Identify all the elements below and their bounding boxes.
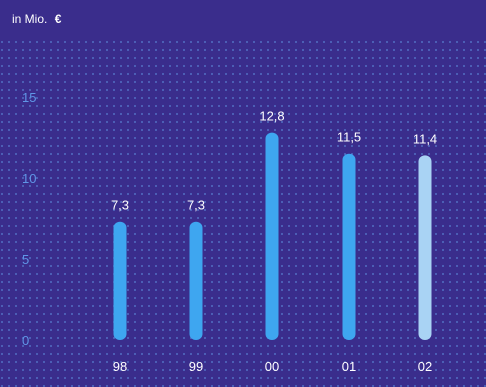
x-tick-label: 98 [113,359,127,374]
unit-label: in Mio. € [12,12,62,26]
y-tick-label: 15 [22,90,36,105]
x-tick-label: 01 [342,359,356,374]
bars [113,132,432,340]
bar [342,153,356,340]
bar [113,221,127,340]
euro-symbol: € [55,12,62,26]
x-tick-label: 02 [418,359,432,374]
bar [265,132,279,340]
bar-value-label: 7,3 [111,198,129,213]
x-tick-label: 99 [189,359,203,374]
value-labels: 7,3 7,3 12,8 11,5 11,4 [111,109,437,213]
y-tick-label: 5 [22,252,29,267]
bar-value-label: 11,5 [337,130,361,145]
bar-value-label: 7,3 [187,198,205,213]
y-tick-label: 10 [22,171,36,186]
bar-value-label: 12,8 [259,109,284,124]
x-axis-labels: 98 99 00 01 02 [113,359,432,374]
unit-label-prefix: in Mio. [12,12,47,26]
x-tick-label: 00 [265,359,279,374]
bar [189,221,203,340]
bar [418,155,432,340]
bar-value-label: 11,4 [413,131,437,146]
y-tick-label: 0 [22,333,29,348]
dot-grid [0,40,486,387]
y-axis-ticks: 0 5 10 15 [22,90,36,348]
